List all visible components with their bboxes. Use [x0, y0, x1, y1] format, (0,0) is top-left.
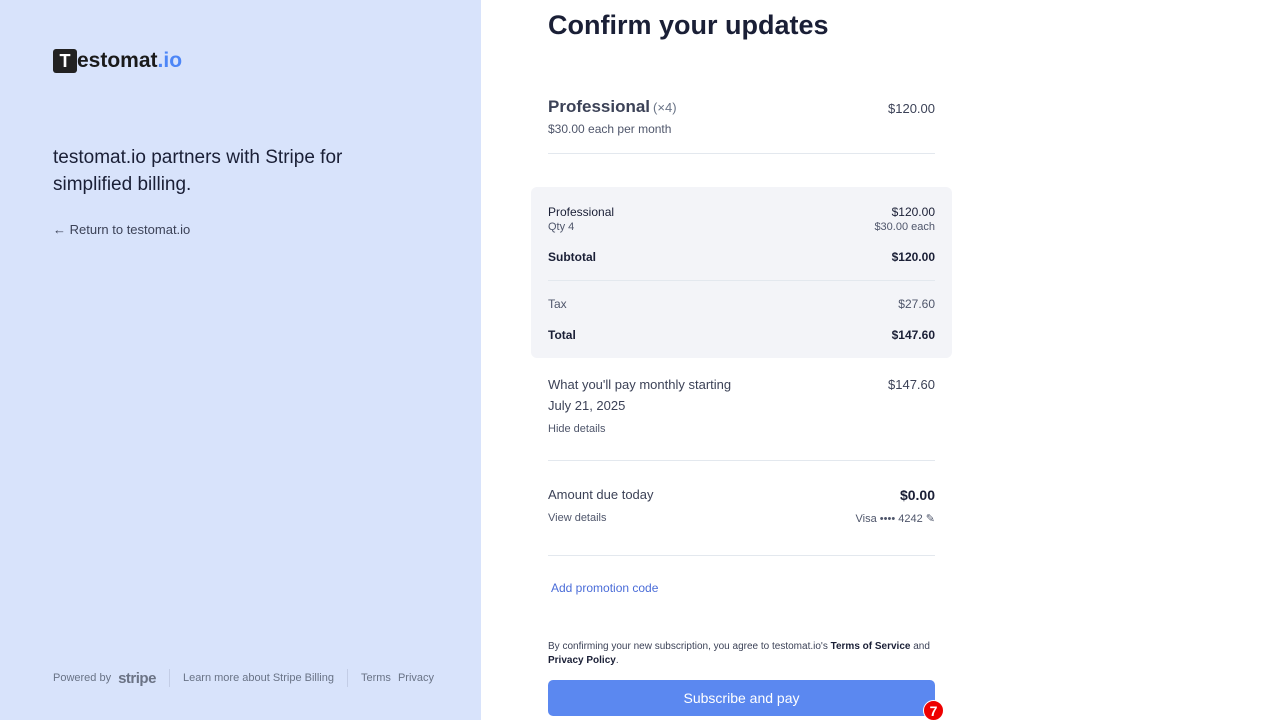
- tagline: testomat.io partners with Stripe for sim…: [53, 147, 343, 195]
- left-panel: T estomat .io testomat.io partners with S…: [0, 0, 481, 720]
- card-label: Visa •••• 4242: [855, 513, 923, 525]
- logo-suffix: .io: [157, 49, 183, 72]
- legal-end: .: [615, 655, 619, 666]
- monthly-amount: $147.60: [888, 377, 935, 392]
- item-qty[interactable]: Qty 4: [548, 221, 575, 233]
- page-title: Confirm your updates: [548, 10, 829, 40]
- hide-details-button[interactable]: Hide details: [548, 423, 606, 435]
- add-promotion-code-link[interactable]: Add promotion code: [551, 581, 659, 595]
- amount-due-label: Amount due today: [548, 487, 654, 502]
- view-details-button[interactable]: View details: [548, 512, 607, 524]
- divider: [548, 153, 935, 154]
- item-name: Professional: [548, 205, 615, 219]
- logo-mark: T: [53, 49, 77, 73]
- privacy-link[interactable]: Privacy: [397, 672, 434, 684]
- payment-method[interactable]: Visa •••• 4242 ✎: [856, 512, 935, 525]
- annotation-badge: 7: [923, 700, 944, 721]
- edit-icon[interactable]: ✎: [925, 513, 935, 525]
- terms-of-service-link[interactable]: Terms of Service: [830, 641, 911, 652]
- stripe-logo[interactable]: stripe: [118, 669, 156, 687]
- monthly-summary: What you'll pay monthly starting $147.60…: [548, 377, 935, 435]
- item-price: $120.00: [891, 205, 935, 219]
- total-value: $147.60: [891, 328, 935, 342]
- privacy-policy-link[interactable]: Privacy Policy: [548, 655, 616, 666]
- monthly-date: July 21, 2025: [548, 398, 626, 413]
- total-label: Total: [548, 328, 576, 342]
- terms-link[interactable]: Terms: [360, 672, 391, 684]
- plan-price: $120.00: [888, 101, 935, 116]
- divider: [168, 669, 170, 687]
- divider: [548, 460, 935, 461]
- logo-text: estomat: [77, 49, 158, 72]
- plan-unit-price: $30.00 each per month: [548, 122, 672, 136]
- checkout-panel: Confirm your updates Professional (×4) $1…: [481, 0, 1280, 720]
- plan-name: Professional: [548, 97, 651, 116]
- divider: [548, 555, 935, 556]
- powered-by: Powered by: [53, 672, 112, 684]
- price-breakdown: Professional $120.00 Qty 4 $30.00 each S…: [531, 187, 952, 358]
- legal-pre: By confirming your new subscription, you…: [548, 641, 831, 652]
- item-each: $30.00 each: [874, 221, 935, 233]
- legal-and: and: [910, 641, 930, 652]
- return-link[interactable]: ← Return to testomat.io: [53, 222, 191, 237]
- plan-summary: Professional (×4) $120.00 $30.00 each per…: [548, 97, 935, 136]
- amount-due-value: $0.00: [899, 487, 935, 503]
- divider: [548, 280, 935, 281]
- footer: Powered by stripe Learn more about Strip…: [53, 669, 434, 687]
- subtotal-label: Subtotal: [548, 250, 596, 264]
- tax-value: $27.60: [898, 297, 935, 311]
- plan-qty: (×4): [653, 100, 677, 115]
- promo-section: Add promotion code: [551, 579, 938, 597]
- amount-due: Amount due today $0.00 View details Visa…: [548, 487, 935, 525]
- monthly-label: What you'll pay monthly starting: [548, 377, 732, 392]
- testomat-logo: T estomat .io: [53, 49, 182, 73]
- tax-label: Tax: [548, 297, 567, 311]
- subtotal-value: $120.00: [891, 250, 935, 264]
- learn-more-link[interactable]: Learn more about Stripe Billing: [182, 672, 334, 684]
- legal-text: By confirming your new subscription, you…: [548, 640, 935, 668]
- divider: [346, 669, 348, 687]
- subscribe-and-pay-button[interactable]: Subscribe and pay: [548, 680, 935, 716]
